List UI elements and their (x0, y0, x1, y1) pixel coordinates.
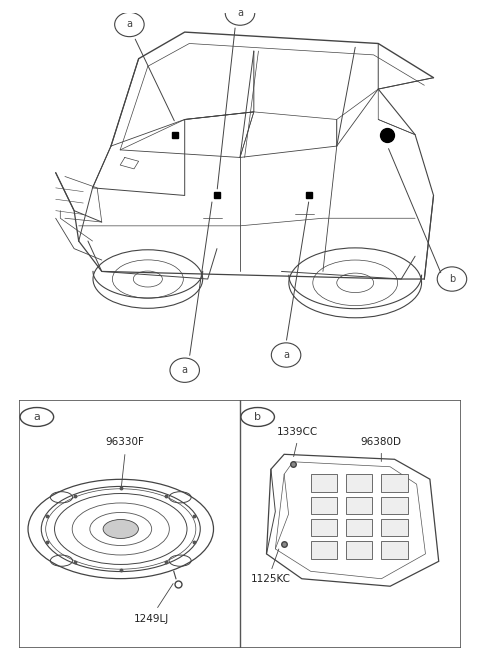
Text: 96380D: 96380D (361, 437, 402, 447)
FancyBboxPatch shape (346, 496, 372, 514)
Text: a: a (126, 20, 132, 29)
FancyBboxPatch shape (346, 519, 372, 536)
FancyBboxPatch shape (381, 474, 408, 492)
Text: b: b (449, 274, 455, 284)
Text: a: a (34, 412, 40, 422)
FancyBboxPatch shape (311, 519, 337, 536)
Ellipse shape (103, 519, 138, 538)
FancyBboxPatch shape (381, 496, 408, 514)
Text: 1339CC: 1339CC (277, 427, 318, 437)
Text: 1249LJ: 1249LJ (134, 614, 169, 624)
Text: b: b (254, 412, 261, 422)
Text: a: a (182, 365, 188, 375)
FancyBboxPatch shape (19, 400, 461, 648)
FancyBboxPatch shape (346, 542, 372, 559)
FancyBboxPatch shape (311, 496, 337, 514)
FancyBboxPatch shape (381, 542, 408, 559)
Text: a: a (283, 350, 289, 360)
FancyBboxPatch shape (311, 542, 337, 559)
Text: 96330F: 96330F (106, 437, 144, 447)
Text: a: a (237, 8, 243, 18)
FancyBboxPatch shape (381, 519, 408, 536)
FancyBboxPatch shape (311, 474, 337, 492)
Text: 1125KC: 1125KC (251, 574, 291, 584)
FancyBboxPatch shape (346, 474, 372, 492)
